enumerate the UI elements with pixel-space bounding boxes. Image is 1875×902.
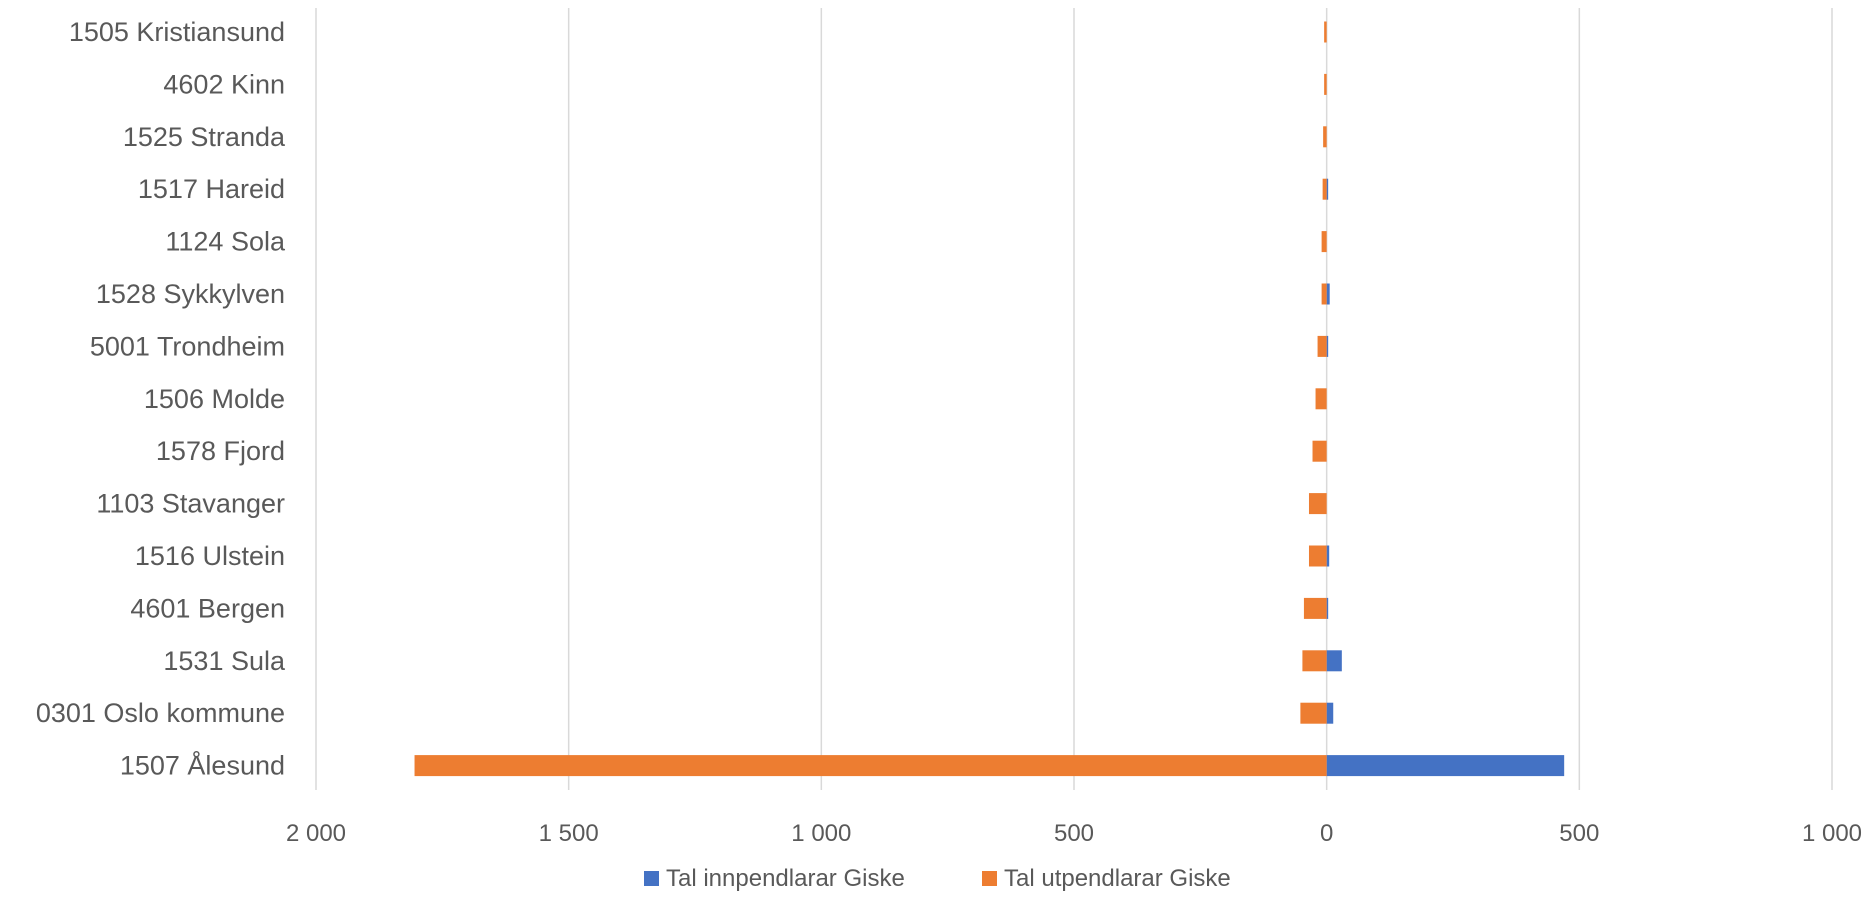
x-tick-label: 1 000 xyxy=(1802,820,1862,847)
x-tick-label: 2 000 xyxy=(286,820,346,847)
bar-tal-innpendlarar-giske-4601-bergen xyxy=(1326,597,1329,619)
legend-item-tal-utpendlarar-giske: Tal utpendlarar Giske xyxy=(982,865,1231,892)
bar-tal-innpendlarar-giske-5001-trondheim xyxy=(1326,335,1329,357)
category-label: 1531 Sula xyxy=(163,646,286,676)
bars xyxy=(414,21,1565,777)
bar-tal-utpendlarar-giske-1528-sykkylven xyxy=(1321,283,1327,305)
bar-tal-utpendlarar-giske-1525-stranda xyxy=(1323,126,1327,148)
category-label: 0301 Oslo kommune xyxy=(36,698,285,728)
legend-label: Tal utpendlarar Giske xyxy=(1004,865,1231,892)
axis-labels: 2 000 1 500 1 000 500 0 500 1 000 1505 Kristian… xyxy=(36,17,1862,847)
legend: Tal innpendlarar Giske Tal utpendlarar Gi… xyxy=(644,865,1231,892)
category-label: 1103 Stavanger xyxy=(96,489,285,519)
bar-tal-innpendlarar-giske-1517-hareid xyxy=(1326,178,1329,200)
bar-tal-utpendlarar-giske-1505-kristiansund xyxy=(1324,21,1327,43)
category-label: 1528 Sykkylven xyxy=(96,279,285,309)
x-tick-label: 500 xyxy=(1559,820,1599,847)
grid-lines xyxy=(315,8,1833,790)
legend-swatch xyxy=(644,871,659,886)
x-tick-label: 500 xyxy=(1054,820,1094,847)
category-label: 1578 Fjord xyxy=(156,436,285,466)
bar-tal-innpendlarar-giske-0301-oslo-kommune xyxy=(1326,702,1334,724)
x-tick-label: 0 xyxy=(1320,820,1333,847)
bar-tal-utpendlarar-giske-1531-sula xyxy=(1302,650,1327,672)
bar-tal-innpendlarar-giske-1516-ulstein xyxy=(1326,545,1330,567)
category-label: 5001 Trondheim xyxy=(90,331,285,361)
category-label: 4602 Kinn xyxy=(163,69,285,99)
category-label: 1507 Ålesund xyxy=(120,750,285,781)
bar-tal-utpendlarar-giske-1516-ulstein xyxy=(1308,545,1327,567)
legend-label: Tal innpendlarar Giske xyxy=(666,865,905,892)
bar-tal-innpendlarar-giske-1507-alesund xyxy=(1326,755,1565,777)
bar-tal-utpendlarar-giske-1506-molde xyxy=(1315,388,1327,410)
category-label: 4601 Bergen xyxy=(130,593,285,623)
bar-tal-utpendlarar-giske-1507-alesund xyxy=(414,755,1327,777)
legend-item-tal-innpendlarar-giske: Tal innpendlarar Giske xyxy=(644,865,905,892)
bar-tal-utpendlarar-giske-1578-fjord xyxy=(1312,440,1327,462)
bar-tal-utpendlarar-giske-0301-oslo-kommune xyxy=(1300,702,1327,724)
category-label: 1506 Molde xyxy=(144,384,285,414)
bar-tal-utpendlarar-giske-4602-kinn xyxy=(1324,73,1327,95)
category-label: 1516 Ulstein xyxy=(135,541,285,571)
x-tick-label: 1 000 xyxy=(791,820,851,847)
x-tick-label: 1 500 xyxy=(539,820,599,847)
bar-tal-innpendlarar-giske-1528-sykkylven xyxy=(1326,283,1330,305)
category-label: 1525 Stranda xyxy=(123,122,286,152)
bar-tal-utpendlarar-giske-1517-hareid xyxy=(1322,178,1327,200)
category-label: 1517 Hareid xyxy=(138,174,285,204)
legend-swatch xyxy=(982,871,997,886)
category-label: 1505 Kristiansund xyxy=(69,17,285,47)
category-label: 1124 Sola xyxy=(165,227,286,257)
bar-tal-utpendlarar-giske-1124-sola xyxy=(1321,231,1327,253)
bar-tal-utpendlarar-giske-4601-bergen xyxy=(1303,597,1327,619)
bar-tal-utpendlarar-giske-1103-stavanger xyxy=(1308,493,1327,515)
bar-tal-utpendlarar-giske-5001-trondheim xyxy=(1317,335,1327,357)
bar-tal-innpendlarar-giske-1531-sula xyxy=(1326,650,1342,672)
